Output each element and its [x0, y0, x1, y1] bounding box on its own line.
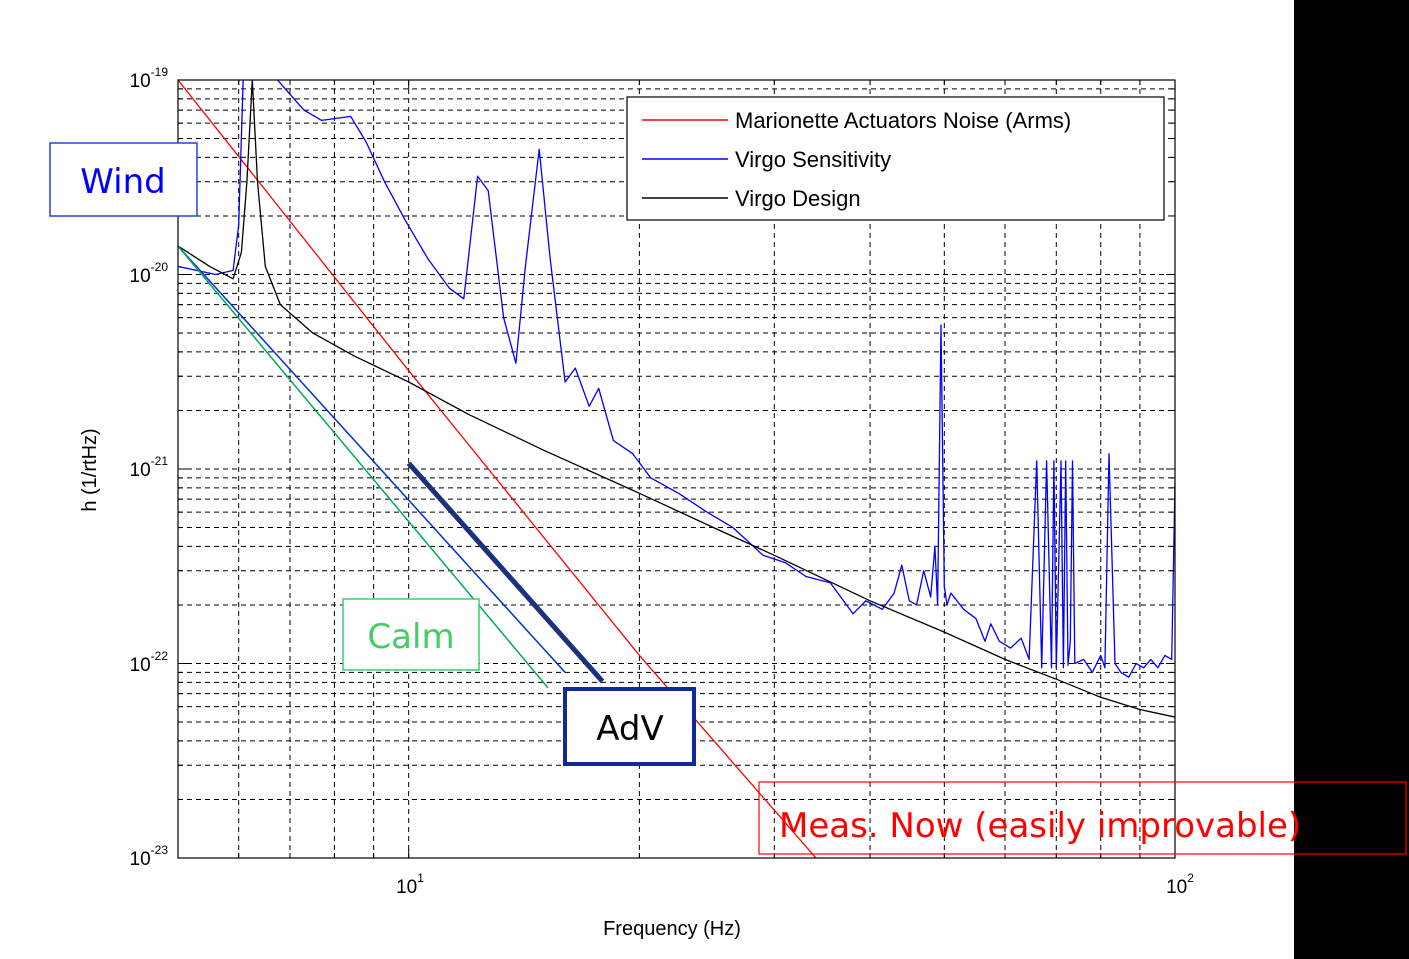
series-wind-line — [178, 245, 566, 673]
legend-label-0: Marionette Actuators Noise (Arms) — [735, 108, 1071, 133]
x-tick-labels: 101 102 — [396, 871, 1194, 898]
y-tick-label-1: 10-20 — [130, 260, 169, 287]
y-tick-labels: 10-19 10-20 10-21 10-22 10-23 — [130, 65, 169, 870]
annotation-wind-text: Wind — [80, 162, 165, 202]
annotation-meas-now-text: Meas. Now (easily improvable) — [779, 806, 1301, 846]
annotation-calm: Calm — [342, 598, 480, 671]
annotation-adv-text: AdV — [596, 709, 664, 749]
y-axis-label: h (1/rtHz) — [79, 428, 101, 511]
x-axis-label: Frequency (Hz) — [603, 918, 741, 940]
legend-label-1: Virgo Sensitivity — [735, 147, 891, 172]
annotation-meas-now: Meas. Now (easily improvable) — [758, 781, 1407, 855]
annotation-wind-box — [49, 142, 198, 217]
annotation-calm-text: Calm — [367, 617, 454, 657]
series-layer — [178, 80, 1175, 858]
annotation-calm-box — [342, 598, 480, 671]
legend-label-2: Virgo Design — [735, 186, 861, 211]
series-marionette-noise — [178, 80, 817, 858]
y-tick-label-2: 10-21 — [130, 454, 169, 481]
annotation-adv-box — [563, 687, 696, 766]
y-tick-label-3: 10-22 — [130, 649, 169, 676]
annotation-wind: Wind — [49, 142, 198, 217]
annotation-meas-now-box — [758, 781, 1407, 855]
y-tick-label-0: 10-19 — [130, 65, 169, 92]
x-tick-label-0: 101 — [396, 871, 424, 898]
annotation-adv: AdV — [563, 687, 696, 766]
series-virgo-design — [178, 80, 1175, 718]
y-tick-label-4: 10-23 — [130, 843, 169, 870]
series-calm-line — [178, 245, 549, 689]
series-virgo-sensitivity — [178, 80, 1175, 678]
x-tick-label-1: 102 — [1166, 871, 1194, 898]
series-adv-line — [406, 461, 605, 683]
legend: Marionette Actuators Noise (Arms) Virgo … — [626, 96, 1165, 221]
